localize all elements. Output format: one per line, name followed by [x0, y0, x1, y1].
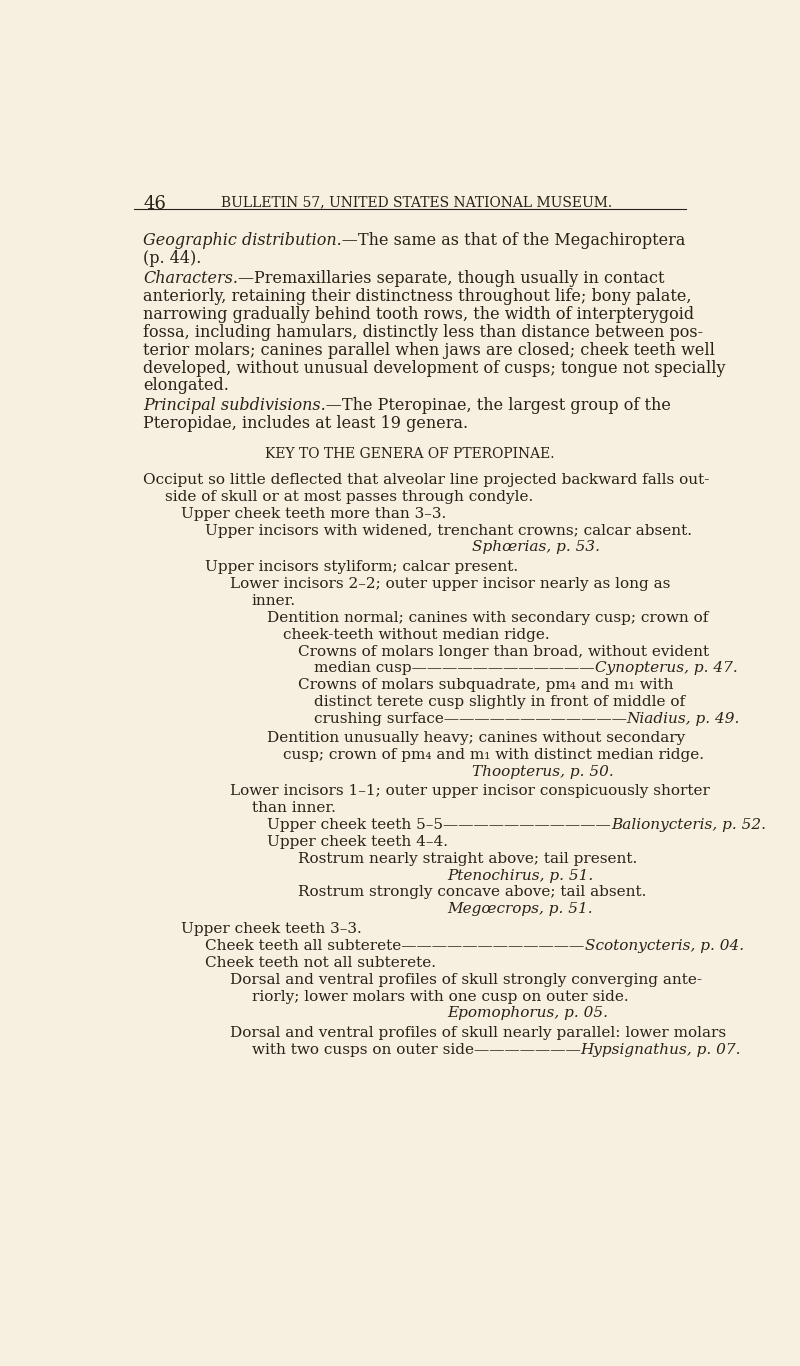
Text: 46: 46 [143, 195, 166, 213]
Text: side of skull or at most passes through condyle.: side of skull or at most passes through … [165, 490, 534, 504]
Text: BULLETIN 57, UNITED STATES NATIONAL MUSEUM.: BULLETIN 57, UNITED STATES NATIONAL MUSE… [221, 195, 612, 209]
Text: Epomophorus, p. 05.: Epomophorus, p. 05. [447, 1007, 608, 1020]
Text: The same as that of the Megachiroptera: The same as that of the Megachiroptera [358, 232, 686, 249]
Text: Lower incisors 1–1; outer upper incisor conspicuously shorter: Lower incisors 1–1; outer upper incisor … [230, 784, 710, 799]
Text: anteriorly, retaining their distinctness throughout life; bony palate,: anteriorly, retaining their distinctness… [143, 288, 692, 305]
Text: crushing surface————————————: crushing surface———————————— [314, 712, 626, 725]
Text: narrowing gradually behind tooth rows, the width of interpterygoid: narrowing gradually behind tooth rows, t… [143, 306, 694, 322]
Text: inner.: inner. [252, 594, 296, 608]
Text: Rostrum strongly concave above; tail absent.: Rostrum strongly concave above; tail abs… [298, 885, 646, 899]
Text: Upper incisors with widened, trenchant crowns; calcar absent.: Upper incisors with widened, trenchant c… [206, 523, 692, 538]
Text: Hypsignathus, p. 07.: Hypsignathus, p. 07. [581, 1044, 741, 1057]
Text: distinct terete cusp slightly in front of middle of: distinct terete cusp slightly in front o… [314, 695, 685, 709]
Text: Occiput so little deflected that alveolar line projected backward falls out-: Occiput so little deflected that alveola… [143, 473, 710, 488]
Text: elongated.: elongated. [143, 377, 230, 395]
Text: Cheek teeth not all subterete.: Cheek teeth not all subterete. [206, 956, 437, 970]
Text: Premaxillaries separate, though usually in contact: Premaxillaries separate, though usually … [254, 270, 665, 287]
Text: Scotonycteris, p. 04.: Scotonycteris, p. 04. [585, 938, 744, 953]
Text: The Pteropinae, the largest group of the: The Pteropinae, the largest group of the [342, 398, 671, 414]
Text: Niadius, p. 49.: Niadius, p. 49. [626, 712, 740, 725]
Text: Principal subdivisions.—: Principal subdivisions.— [143, 398, 342, 414]
Text: terior molars; canines parallel when jaws are closed; cheek teeth well: terior molars; canines parallel when jaw… [143, 342, 715, 359]
Text: Lower incisors 2–2; outer upper incisor nearly as long as: Lower incisors 2–2; outer upper incisor … [230, 578, 670, 591]
Text: developed, without unusual development of cusps; tongue not specially: developed, without unusual development o… [143, 359, 726, 377]
Text: Balionycteris, p. 52.: Balionycteris, p. 52. [611, 818, 766, 832]
Text: than inner.: than inner. [252, 802, 336, 816]
Text: Cynopterus, p. 47.: Cynopterus, p. 47. [594, 661, 738, 675]
Text: Crowns of molars longer than broad, without evident: Crowns of molars longer than broad, with… [298, 645, 710, 658]
Text: Geographic distribution.—: Geographic distribution.— [143, 232, 358, 249]
Text: Dorsal and ventral profiles of skull strongly converging ante-: Dorsal and ventral profiles of skull str… [230, 973, 702, 986]
Text: Dentition normal; canines with secondary cusp; crown of: Dentition normal; canines with secondary… [267, 611, 709, 624]
Text: Rostrum nearly straight above; tail present.: Rostrum nearly straight above; tail pres… [298, 852, 638, 866]
Text: cheek-teeth without median ridge.: cheek-teeth without median ridge. [283, 628, 550, 642]
Text: KEY TO THE GENERA OF PTEROPINAE.: KEY TO THE GENERA OF PTEROPINAE. [266, 447, 554, 460]
Text: Crowns of molars subquadrate, pm₄ and m₁ with: Crowns of molars subquadrate, pm₄ and m₁… [298, 679, 674, 693]
Text: Ptenochirus, p. 51.: Ptenochirus, p. 51. [447, 869, 594, 882]
Text: Characters.—: Characters.— [143, 270, 254, 287]
Text: riorly; lower molars with one cusp on outer side.: riorly; lower molars with one cusp on ou… [252, 989, 629, 1004]
Text: median cusp————————————: median cusp———————————— [314, 661, 594, 675]
Text: Upper cheek teeth 3–3.: Upper cheek teeth 3–3. [181, 922, 362, 936]
Text: Upper cheek teeth 5–5———————————: Upper cheek teeth 5–5——————————— [267, 818, 611, 832]
Text: Megœcrops, p. 51.: Megœcrops, p. 51. [447, 903, 593, 917]
Text: Pteropidae, includes at least 19 genera.: Pteropidae, includes at least 19 genera. [143, 415, 469, 432]
Text: Dorsal and ventral profiles of skull nearly parallel: lower molars: Dorsal and ventral profiles of skull nea… [230, 1026, 726, 1041]
Text: Dentition unusually heavy; canines without secondary: Dentition unusually heavy; canines witho… [267, 731, 686, 744]
Text: Upper cheek teeth more than 3–3.: Upper cheek teeth more than 3–3. [181, 507, 446, 520]
Text: Upper cheek teeth 4–4.: Upper cheek teeth 4–4. [267, 835, 448, 850]
Text: (p. 44).: (p. 44). [143, 250, 202, 268]
Text: fossa, including hamulars, distinctly less than distance between pos-: fossa, including hamulars, distinctly le… [143, 324, 703, 340]
Text: Upper incisors styliform; calcar present.: Upper incisors styliform; calcar present… [206, 560, 518, 575]
Text: Sphœrias, p. 53.: Sphœrias, p. 53. [472, 541, 600, 555]
Text: Thoopterus, p. 50.: Thoopterus, p. 50. [472, 765, 614, 779]
Text: Cheek teeth all subterete————————————: Cheek teeth all subterete———————————— [206, 938, 585, 953]
Text: cusp; crown of pm₄ and m₁ with distinct median ridge.: cusp; crown of pm₄ and m₁ with distinct … [283, 747, 704, 762]
Text: with two cusps on outer side———————: with two cusps on outer side——————— [252, 1044, 581, 1057]
